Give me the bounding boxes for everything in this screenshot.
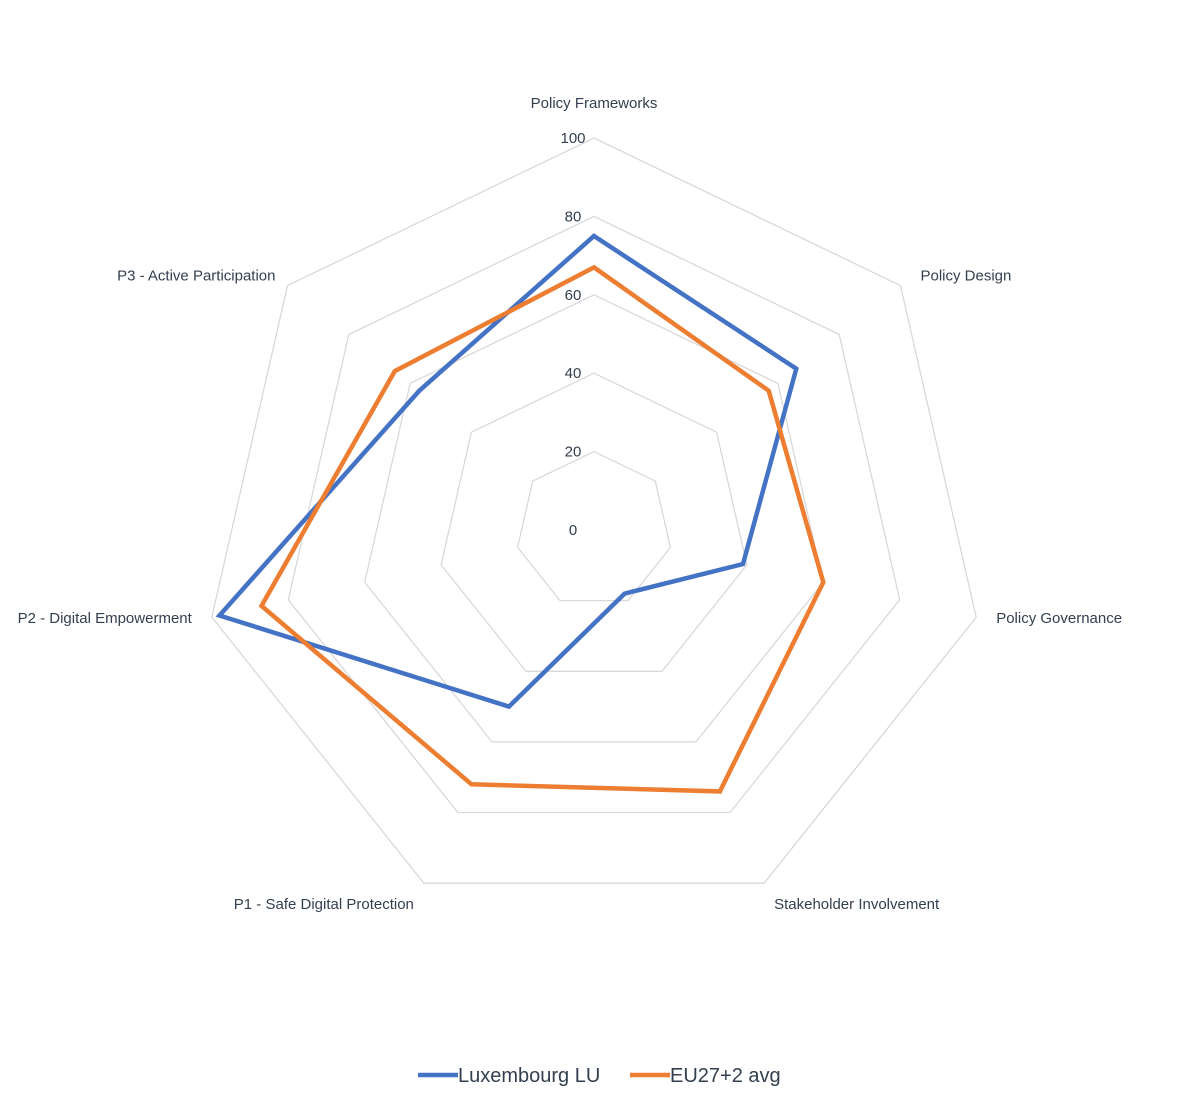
axis-label: Policy Governance — [996, 610, 1122, 627]
tick-label: 0 — [569, 522, 577, 539]
series-line-luxembourg — [215, 233, 799, 710]
legend-label: EU27+2 avg — [670, 1065, 781, 1087]
tick-label: 20 — [565, 444, 582, 461]
axis-label: P3 - Active Participation — [117, 268, 275, 285]
grid-ring-20 — [516, 450, 672, 602]
axis-label: Stakeholder Involvement — [774, 896, 940, 913]
tick-label: 100 — [560, 130, 585, 147]
axis-label: Policy Frameworks — [531, 95, 658, 112]
axis-label: P2 - Digital Empowerment — [18, 610, 193, 627]
radar-series — [215, 233, 826, 794]
legend-label: Luxembourg LU — [458, 1065, 600, 1087]
radar-tick-labels: 0 20 40 60 80 100 — [560, 130, 585, 539]
tick-label: 60 — [565, 287, 582, 304]
tick-label: 80 — [565, 208, 582, 225]
tick-label: 40 — [565, 365, 582, 382]
chart-legend: Luxembourg LU EU27+2 avg — [418, 1065, 781, 1087]
grid-ring-80 — [287, 215, 901, 814]
radar-axis-labels: Policy Frameworks Policy Design Policy Gov… — [18, 95, 1123, 913]
grid-ring-100 — [211, 137, 977, 884]
series-line-eu-avg — [258, 264, 826, 794]
axis-label: P1 - Safe Digital Protection — [234, 896, 414, 913]
axis-label: Policy Design — [921, 268, 1012, 285]
grid-ring-40 — [440, 372, 748, 672]
radar-grid — [211, 137, 977, 884]
